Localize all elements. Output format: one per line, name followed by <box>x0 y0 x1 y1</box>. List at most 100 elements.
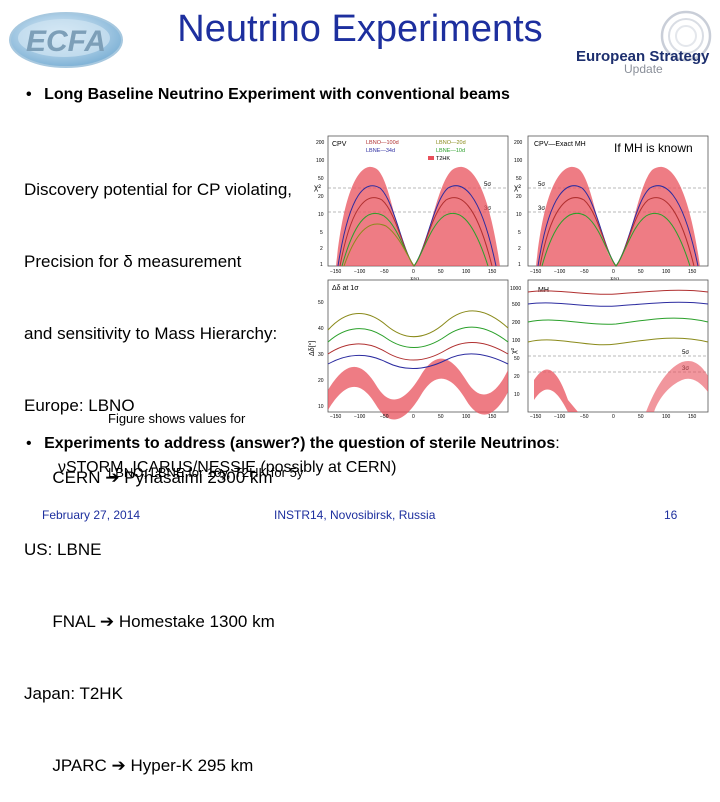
plot-panel-mass-hierarchy: MH 5σ 3σ χ² 1000 500 200 100 50 20 10 −1… <box>510 279 709 420</box>
body-line: CERN ➔ Pyhäsalmi 2300 km <box>24 468 273 487</box>
footer-venue: INSTR14, Novosibirsk, Russia <box>274 508 436 522</box>
svg-text:ECFA: ECFA <box>26 25 106 58</box>
y-tick: 50 <box>318 176 324 182</box>
legend-item: LBNE—34d <box>366 148 395 154</box>
y-tick: 30 <box>318 352 324 358</box>
y-tick: 1 <box>518 262 521 268</box>
y-tick: 1 <box>320 262 323 268</box>
svg-text:European Strategy: European Strategy <box>576 48 710 65</box>
x-tick: 0 <box>412 414 415 420</box>
y-tick: 5 <box>518 230 521 236</box>
legend-item: LBNO—100d <box>366 140 399 146</box>
y-tick: 20 <box>318 194 324 200</box>
x-tick: 150 <box>488 269 497 275</box>
y-tick: 2 <box>320 246 323 252</box>
bullet-1: • Long Baseline Neutrino Experiment with… <box>26 86 510 104</box>
y-axis-label: Δδ[°] <box>308 341 316 356</box>
x-tick: 100 <box>662 269 671 275</box>
body-line: Discovery potential for CP violating, <box>24 180 293 199</box>
panel-label: MH <box>538 287 549 294</box>
y-tick: 50 <box>318 300 324 306</box>
y-tick: 100 <box>316 158 325 164</box>
legend-item: LBNE—10d <box>436 148 465 154</box>
x-tick: 150 <box>688 414 697 420</box>
x-tick: 50 <box>638 414 644 420</box>
bullet-2-text: Experiments to address (answer?) the que… <box>44 435 556 452</box>
body-line: US: LBNE <box>24 540 102 559</box>
y-tick: 10 <box>318 212 324 218</box>
plot-panel-delta-precision: Δδ at 1σ Δδ[°] 50 40 30 20 10 −150 −100 … <box>308 279 509 420</box>
y-tick: 20 <box>514 374 520 380</box>
ecfa-logo: ECFA <box>6 8 132 70</box>
x-tick: 100 <box>662 414 671 420</box>
y-tick: 100 <box>512 338 521 344</box>
bullet-dot: • <box>26 86 32 103</box>
slide-title: Neutrino Experiments <box>177 8 543 50</box>
y-tick: 40 <box>318 326 324 332</box>
y-tick: 20 <box>318 378 324 384</box>
bullet-2-line2: νSTORM, ICARUS/NESSIE (possibly at CERN) <box>58 459 397 476</box>
y-tick: 5 <box>320 230 323 236</box>
x-tick: −150 <box>530 269 541 275</box>
panel-label: CPV <box>332 141 347 148</box>
legend-item: T2HK <box>436 156 450 162</box>
y-tick: 200 <box>514 140 523 146</box>
y-tick: 10 <box>516 212 522 218</box>
body-line: Europe: LBNO <box>24 396 135 415</box>
x-tick: −50 <box>580 269 589 275</box>
y-tick: 50 <box>516 176 522 182</box>
x-tick: −150 <box>330 269 341 275</box>
sigma-label: 5σ <box>484 182 491 188</box>
x-tick: −100 <box>354 269 365 275</box>
x-tick: 0 <box>412 269 415 275</box>
y-tick: 2 <box>518 246 521 252</box>
plot-panel-cpv: CPV LBNO—100d LBNE—34d LBNO—20d LBNE—10d… <box>314 135 509 284</box>
sigma-label: 5σ <box>538 182 545 188</box>
body-line: and sensitivity to Mass Hierarchy: <box>24 324 278 343</box>
y-tick: 1000 <box>510 286 521 292</box>
sensitivity-plots-figure: CPV LBNO—100d LBNE—34d LBNO—20d LBNE—10d… <box>306 130 714 420</box>
y-tick: 50 <box>514 356 520 362</box>
x-tick: 50 <box>638 269 644 275</box>
european-strategy-logo: European Strategy Update <box>572 6 714 76</box>
x-tick: 50 <box>438 269 444 275</box>
svg-text:Update: Update <box>624 62 663 76</box>
legend-item: LBNO—20d <box>436 140 466 146</box>
y-axis-label: χ² <box>314 183 321 192</box>
x-tick: −50 <box>380 414 389 420</box>
footer-date: February 27, 2014 <box>42 508 141 522</box>
y-tick: 100 <box>514 158 523 164</box>
x-tick: 0 <box>612 269 615 275</box>
plot-panel-cpv-exact-mh: CPV—Exact MH 5σ 3σ χ² 200 100 50 20 10 5… <box>514 135 709 284</box>
page-number: 16 <box>664 508 678 522</box>
mh-known-note: If MH is known <box>614 141 693 155</box>
x-tick: 0 <box>612 414 615 420</box>
bullet-dot: • <box>26 435 32 452</box>
sigma-label: 3σ <box>538 206 545 212</box>
y-tick: 20 <box>516 194 522 200</box>
sigma-label: 5σ <box>682 350 689 356</box>
panel-label: Δδ at 1σ <box>332 285 359 292</box>
body-line: Precision for δ measurement <box>24 252 242 271</box>
x-tick: −100 <box>554 414 565 420</box>
body-line: FNAL ➔ Homestake 1300 km <box>24 612 275 631</box>
panel-label: CPV—Exact MH <box>534 141 586 148</box>
x-tick: 100 <box>462 414 471 420</box>
x-tick: −150 <box>330 414 341 420</box>
bullet-2-colon: : <box>555 435 560 452</box>
bullet-1-text: Long Baseline Neutrino Experiment with c… <box>44 86 510 103</box>
body-line: JPARC ➔ Hyper-K 295 km <box>24 756 254 775</box>
y-tick: 200 <box>512 320 521 326</box>
y-tick: 10 <box>514 392 520 398</box>
y-tick: 200 <box>316 140 325 146</box>
x-tick: 100 <box>462 269 471 275</box>
y-tick: 10 <box>318 404 324 410</box>
body-line: Japan: T2HK <box>24 684 123 703</box>
x-tick: −50 <box>380 269 389 275</box>
x-tick: 150 <box>488 414 497 420</box>
caption-line: Figure shows values for <box>108 411 246 426</box>
y-tick: 500 <box>512 302 521 308</box>
x-tick: −100 <box>554 269 565 275</box>
x-tick: 150 <box>688 269 697 275</box>
y-axis-label: χ² <box>514 183 521 192</box>
